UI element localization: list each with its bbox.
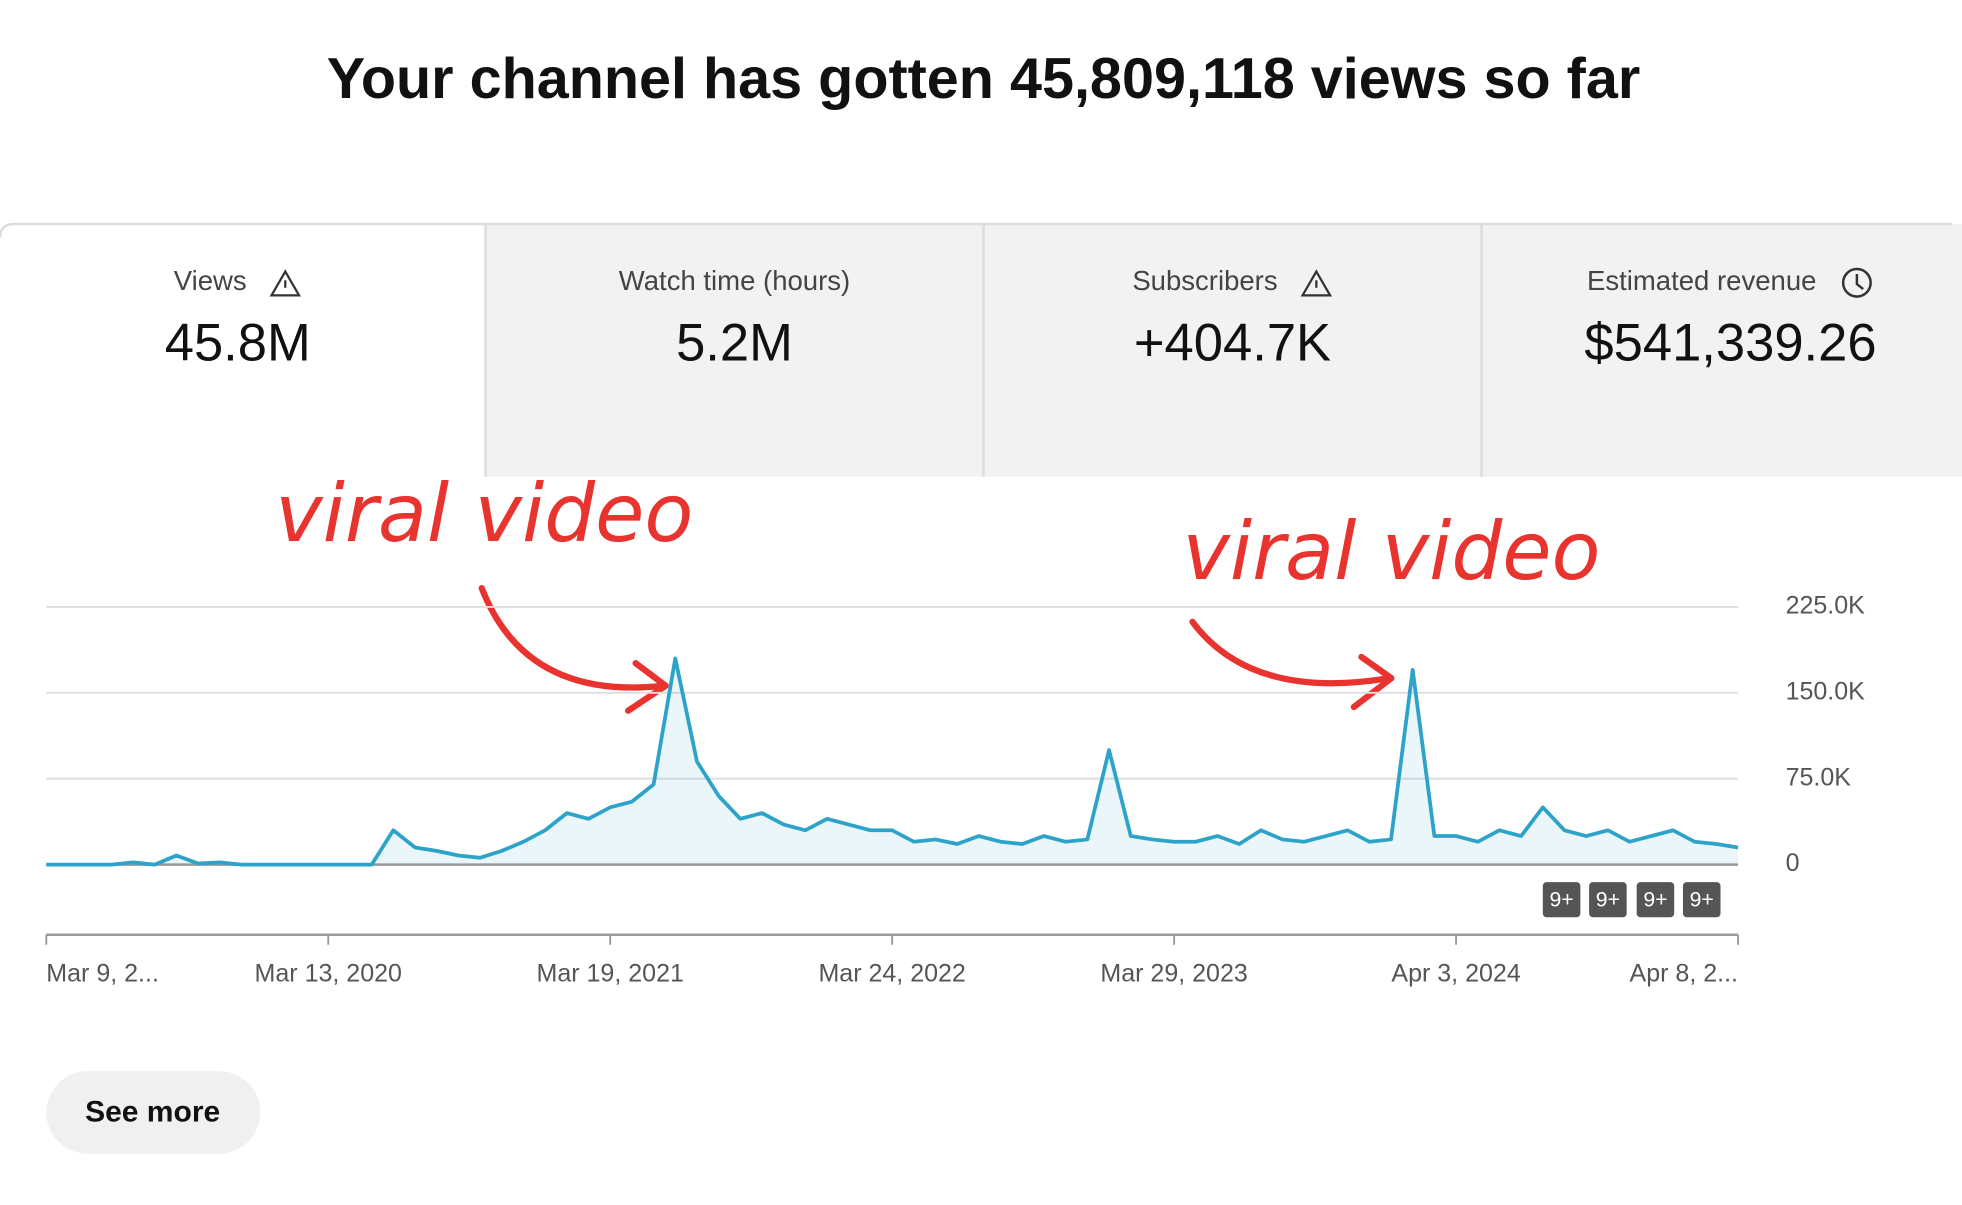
line bbox=[46, 656, 1739, 867]
y-tick-label: 225.0K bbox=[1786, 591, 1866, 619]
card-border bbox=[0, 222, 1952, 238]
badge-label[interactable]: 9+ bbox=[1643, 888, 1667, 912]
badge bbox=[1636, 882, 1675, 918]
annotation: viral video bbox=[275, 467, 693, 560]
arrow-head bbox=[625, 660, 669, 714]
card-label: Estimated revenue bbox=[1587, 265, 1816, 296]
x-tick-label: Mar 13, 2020 bbox=[255, 959, 402, 987]
x-tick-label: Mar 9, 2... bbox=[46, 959, 159, 987]
card-value: $541,339.26 bbox=[1584, 313, 1876, 372]
x-tick-label: Mar 24, 2022 bbox=[818, 959, 965, 987]
y-tick-label: 0 bbox=[1786, 849, 1800, 877]
card-label: Subscribers bbox=[1132, 265, 1277, 296]
badge bbox=[1542, 882, 1581, 918]
x-tick-label: Apr 3, 2024 bbox=[1391, 959, 1520, 987]
badge-label[interactable]: 9+ bbox=[1596, 888, 1620, 912]
card-value: 45.8M bbox=[165, 313, 311, 372]
x-tick-label: Mar 29, 2023 bbox=[1100, 959, 1247, 987]
badge bbox=[1682, 882, 1721, 918]
card-label: Watch time (hours) bbox=[619, 265, 850, 296]
badge bbox=[1589, 882, 1627, 918]
arrow-head bbox=[1350, 653, 1395, 711]
x-tick-label: Mar 19, 2021 bbox=[536, 959, 683, 987]
clock-icon bbox=[1841, 267, 1872, 298]
y-tick-label: 150.0K bbox=[1786, 677, 1866, 705]
warning-icon bbox=[269, 269, 302, 297]
area bbox=[46, 658, 1739, 865]
page-title: Your channel has gotten 45,809,118 views… bbox=[327, 47, 1640, 111]
x-tick-label: Apr 8, 2... bbox=[1630, 959, 1738, 987]
see-more-button[interactable] bbox=[46, 1071, 261, 1154]
arrow bbox=[1189, 618, 1393, 687]
card-value: 5.2M bbox=[676, 313, 793, 372]
button-label[interactable]: See more bbox=[85, 1096, 220, 1129]
annotation: viral video bbox=[1182, 505, 1600, 598]
arrow bbox=[478, 584, 667, 691]
warning-icon bbox=[1300, 269, 1333, 297]
badge-label[interactable]: 9+ bbox=[1549, 888, 1573, 912]
card-label: Views bbox=[174, 265, 247, 296]
card-background bbox=[485, 223, 1962, 477]
y-tick-label: 75.0K bbox=[1786, 763, 1852, 791]
card-value: +404.7K bbox=[1134, 313, 1331, 372]
badge-label[interactable]: 9+ bbox=[1690, 888, 1714, 912]
